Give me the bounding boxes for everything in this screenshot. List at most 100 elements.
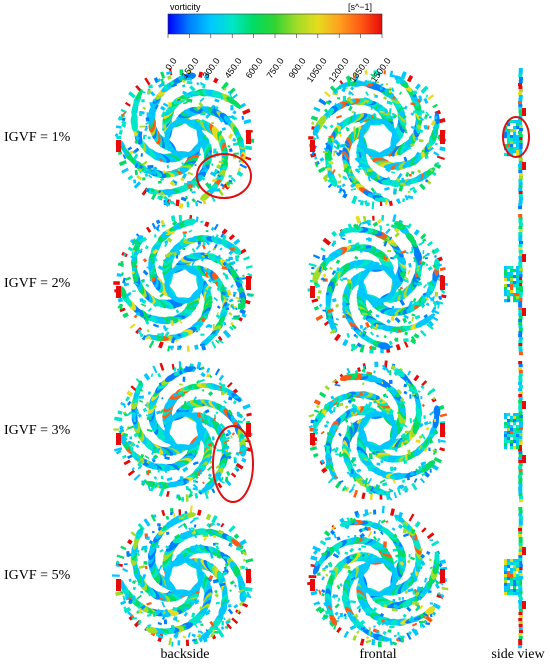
side-strip-cell: [518, 612, 523, 616]
flow-fragment: [418, 110, 425, 114]
side-hub-cell: [504, 287, 508, 291]
flow-fragment: [364, 79, 368, 83]
flow-fragment: [382, 393, 388, 398]
side-strip-cell: [518, 128, 523, 132]
rim-fragment: [381, 505, 385, 514]
flow-fragment: [358, 480, 364, 486]
flow-fragment: [217, 174, 221, 178]
flow-fragment: [334, 446, 339, 454]
flow-fragment: [365, 91, 369, 96]
flow-fragment: [316, 416, 320, 420]
side-hub-cell: [504, 293, 508, 297]
side-hub-cell: [516, 287, 520, 291]
side-hub-cell: [516, 592, 520, 596]
rim-fragment: [223, 183, 230, 190]
flow-fragment: [322, 124, 328, 130]
side-strip-cell: [518, 579, 523, 583]
flow-fragment: [133, 314, 138, 319]
flow-fragment: [154, 104, 159, 110]
flow-fragment: [432, 263, 437, 268]
flow-fragment: [316, 602, 321, 605]
flow-fragment: [420, 395, 423, 400]
side-hub-cell: [516, 413, 520, 417]
flow-fragment: [222, 261, 227, 267]
flow-fragment: [149, 277, 153, 282]
flow-fragment: [437, 592, 441, 596]
flow-fragment: [220, 405, 226, 412]
flow-fragment: [355, 242, 361, 247]
flow-fragment: [230, 284, 234, 288]
flow-fragment: [145, 117, 150, 122]
rim-fragment: [352, 635, 357, 641]
flow-fragment: [141, 480, 146, 484]
side-hub-cell: [513, 413, 517, 417]
rim-fragment: [151, 222, 157, 230]
flow-fragment: [348, 105, 353, 112]
flow-fragment: [129, 150, 134, 155]
flow-fragment: [326, 403, 330, 407]
flow-fragment: [424, 577, 428, 583]
rim-fragment: [309, 446, 318, 451]
side-hub-cell: [507, 425, 511, 429]
flow-fragment: [350, 86, 355, 91]
flow-fragment: [204, 409, 210, 414]
flow-fragment: [343, 305, 349, 311]
side-hub-cell: [510, 144, 514, 148]
side-hub-cell: [507, 586, 511, 590]
flow-fragment: [213, 414, 217, 418]
flow-fragment: [356, 468, 361, 473]
flow-fragment: [410, 112, 415, 116]
flow-fragment: [375, 323, 379, 328]
rim-fragment: [318, 98, 327, 106]
flow-fragment: [181, 312, 185, 315]
flow-fragment: [366, 309, 373, 316]
side-strip-cell: [518, 113, 523, 117]
flow-fragment: [221, 571, 228, 577]
flow-fragment: [192, 547, 197, 552]
flow-fragment: [363, 458, 369, 462]
flow-fragment: [208, 528, 211, 532]
flow-fragment: [339, 84, 342, 90]
flow-fragment: [361, 220, 369, 225]
side-strip-cell: [518, 352, 523, 356]
flow-fragment: [403, 314, 409, 320]
flow-fragment: [336, 114, 343, 119]
flow-fragment: [392, 598, 396, 603]
side-hub-cell: [510, 135, 514, 139]
flow-fragment: [388, 490, 393, 493]
side-hub-cell: [516, 278, 520, 282]
side-hub-cell: [516, 266, 520, 270]
flow-fragment: [408, 630, 413, 635]
flow-fragment: [412, 297, 417, 303]
flow-fragment: [408, 615, 414, 622]
flow-fragment: [332, 398, 339, 404]
side-hub-cell: [510, 574, 514, 578]
rim-fragment: [186, 345, 190, 352]
side-hub-cell: [513, 419, 517, 423]
flow-fragment: [387, 495, 393, 501]
flow-fragment: [421, 260, 426, 266]
rim-fragment: [171, 215, 176, 222]
flow-fragment: [344, 143, 350, 149]
flow-fragment: [141, 160, 148, 166]
flow-fragment: [334, 322, 338, 326]
flow-fragment: [329, 529, 336, 536]
side-hub-cell: [504, 278, 508, 282]
side-strip-cell: [518, 322, 523, 326]
flow-fragment: [362, 512, 370, 517]
flow-fragment: [369, 324, 375, 330]
flow-fragment: [189, 188, 193, 192]
flow-fragment: [388, 340, 393, 346]
flow-fragment: [408, 262, 412, 268]
flow-fragment: [398, 180, 405, 183]
flow-fragment: [123, 282, 130, 287]
flow-fragment: [398, 91, 402, 95]
side-strip-cell: [518, 220, 523, 224]
flow-fragment: [138, 248, 143, 253]
flow-fragment: [383, 490, 387, 495]
flow-fragment: [200, 258, 205, 262]
flow-fragment: [163, 299, 170, 307]
flow-fragment: [402, 317, 408, 324]
flow-fragment: [164, 240, 169, 244]
flow-fragment: [188, 527, 193, 534]
